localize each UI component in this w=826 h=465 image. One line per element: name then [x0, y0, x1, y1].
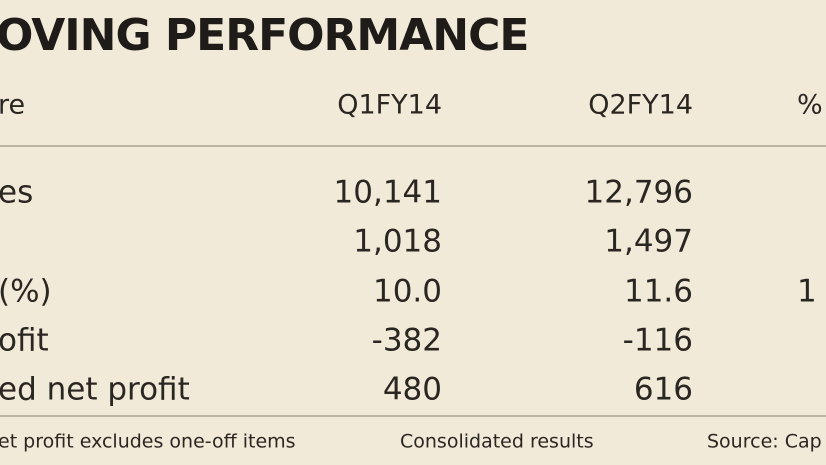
footer-note: Consolidated results	[400, 431, 594, 453]
cell-value: 616	[634, 372, 693, 408]
column-header: Q1FY14	[337, 90, 442, 121]
footer-note: Source: Cap	[707, 431, 822, 453]
cell-value: -116	[623, 323, 693, 359]
column-header: %	[797, 90, 823, 121]
cell-value: 10,141	[334, 175, 442, 211]
row-label: (%)	[0, 274, 52, 310]
cell-value: 11.6	[624, 274, 693, 310]
cell-value: 480	[383, 372, 442, 408]
row-label: ofit	[0, 323, 49, 359]
cell-value: 12,796	[585, 175, 693, 211]
cell-value: 1	[797, 274, 817, 310]
cell-value: 10.0	[373, 274, 442, 310]
cell-value: 1,497	[604, 224, 693, 260]
footer-note: et profit excludes one-off items	[0, 431, 296, 453]
title: OVING PERFORMANCE	[0, 10, 528, 61]
row-label: ed net profit	[0, 372, 190, 408]
column-header: re	[0, 90, 25, 121]
cell-value: 1,018	[353, 224, 442, 260]
row-label: es	[0, 175, 33, 211]
cell-value: -382	[372, 323, 442, 359]
column-header: Q2FY14	[588, 90, 693, 121]
